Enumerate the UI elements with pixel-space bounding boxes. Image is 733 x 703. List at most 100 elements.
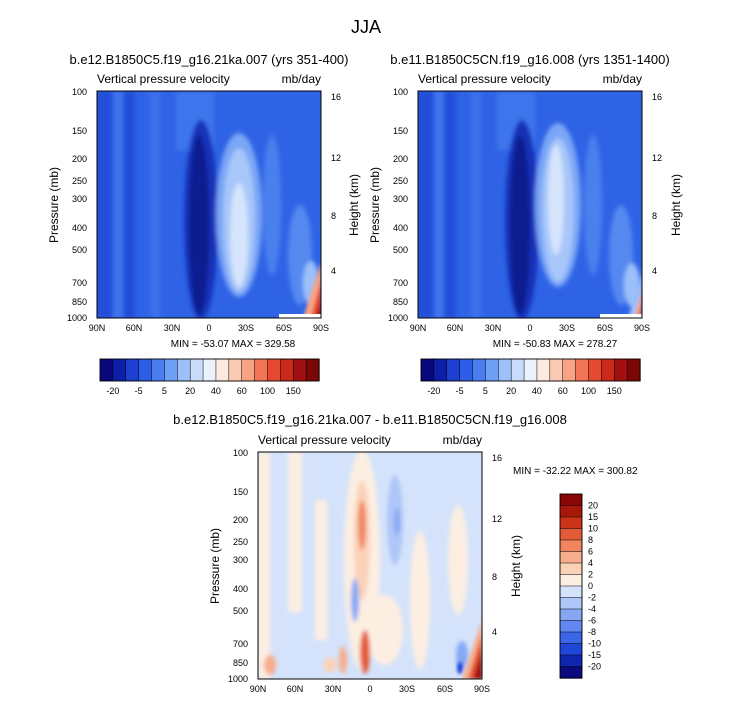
panel-3-y-tick: 100 [233,448,248,458]
panel-1-title: b.e12.B1850C5.f19_g16.21ka.007 (yrs 351-… [70,52,349,67]
panel-1-y-tick: 300 [72,194,87,204]
panel-1-x-tick: 60S [276,323,292,333]
colorbar-label: 10 [588,524,598,534]
colorbar-box [228,358,243,382]
panel-2-y-tick: 1000 [388,313,408,323]
panel-1-y-tick: 200 [72,154,87,164]
panel-2-colorbar: -20 -5 5 20 40 60 100 150 [420,358,641,396]
panel-2-y-tick: 100 [393,87,408,97]
colorbar-box [559,528,583,541]
colorbar-box [498,358,512,382]
panel-1-x-tick: 90N [89,323,106,333]
colorbar-box [613,358,628,382]
colorbar-label: 20 [588,501,598,511]
colorbar-box [559,620,583,633]
colorbar-box [459,358,474,382]
colorbar-label: 20 [506,386,516,396]
colorbar-frame [559,493,583,679]
panel-1-y-tick: 1000 [67,313,87,323]
panel-1-frame [96,90,322,319]
panel-1-y-tick: 250 [72,176,87,186]
colorbar-box [472,358,487,382]
colorbar-box [559,631,583,645]
colorbar-box [151,358,166,382]
colorbar-box [485,358,499,382]
panel-1-x-tick: 0 [206,323,211,333]
panel-3-title: b.e12.B1850C5.f19_g16.21ka.007 - b.e11.B… [173,412,567,427]
panel-1-x-tick: 90S [313,323,329,333]
panel-1-y-tick: 850 [72,297,87,307]
panel-2-stats: MIN = -50.83 MAX = 278.27 [493,339,618,350]
panel-2-y-tick: 700 [393,278,408,288]
panel-3-plot-field [258,452,482,679]
colorbar-box [626,358,641,382]
panel-3-y-right-tick: 4 [492,627,497,637]
colorbar-box [433,358,448,382]
panel-3-x-tick: 60N [287,684,304,694]
panel-1-y-right-tick: 8 [331,211,336,221]
colorbar-label: 60 [558,386,568,396]
panel-2-y-right-tick: 4 [652,266,657,276]
panel-1-x-ticks: 90N 60N 30N 0 30S 60S 90S [89,323,329,333]
colorbar-label: 60 [237,386,247,396]
colorbar-label: -20 [427,386,440,396]
panel-2-ylabel-right: Height (km) [669,174,683,236]
panel-1-y-tick: 400 [72,223,87,233]
colorbar-label: 40 [532,386,542,396]
panel-1-y-tick: 100 [72,87,87,97]
colorbar-box [559,539,583,553]
colorbar-box [559,551,583,564]
colorbar-box [601,358,615,382]
panel-2-frame [417,90,643,319]
panel-2-plot-field [418,91,642,318]
panel-1-x-tick: 60N [126,323,143,333]
panel-3-subtitle-left: Vertical pressure velocity [258,433,391,447]
panel-2-y-right-tick: 16 [652,92,662,102]
panel-2-x-tick: 60N [447,323,464,333]
colorbar-box [559,562,583,576]
panel-3-y-tick: 400 [233,584,248,594]
panel-1-subtitle-left: Vertical pressure velocity [97,72,230,86]
panel-3-x-ticks: 90N 60N 30N 0 30S 60S 90S [250,684,490,694]
colorbar-box [559,608,583,622]
colorbar-box [559,574,583,587]
colorbar-box [177,358,191,382]
colorbar-box [280,358,294,382]
colorbar-box [559,666,583,679]
panel-3-y-tick: 300 [233,555,248,565]
colorbar-label: -10 [588,639,601,649]
colorbar-label: -2 [588,593,596,603]
panel-2-y-tick: 200 [393,154,408,164]
colorbar-box [559,643,583,656]
panel-1-colorbar: -20 -5 5 20 40 60 100 150 [99,358,320,396]
colorbar-label: 20 [185,386,195,396]
colorbar-label: -6 [588,616,596,626]
colorbar-box [202,358,217,382]
colorbar-label: -15 [588,650,601,660]
panel-3-y-right-ticks: 16 12 8 4 [492,453,502,637]
panel-1-y-tick: 150 [72,126,87,136]
panel-2-y-right-ticks: 16 12 8 4 [652,92,662,276]
panel-3-x-tick: 60S [437,684,453,694]
panel-1-y-tick: 500 [72,245,87,255]
panel-2-y-ticks: 100 150 200 250 300 400 500 700 850 1000 [388,87,408,323]
colorbar-label: 5 [483,386,488,396]
panel-3-y-tick: 150 [233,487,248,497]
colorbar-label: 0 [588,581,593,591]
colorbar-label: 100 [581,386,596,396]
panel-3-y-right-tick: 12 [492,514,502,524]
panel-3-x-tick: 30N [325,684,342,694]
colorbar-label: 6 [588,547,593,557]
panel-3-y-right-tick: 16 [492,453,502,463]
panel-3-y-tick: 200 [233,515,248,525]
panel-1-y-right-tick: 4 [331,266,336,276]
panel-3-stats: MIN = -32.22 MAX = 300.82 [513,466,638,477]
colorbar-box [559,585,583,599]
colorbar-label: -4 [588,604,596,614]
colorbar-box [99,358,114,382]
panel-1-plot-field [97,91,321,318]
panel-3-ylabel-right: Height (km) [509,535,523,597]
panel-2-x-tick: 30N [485,323,502,333]
colorbar-box [559,493,583,507]
colorbar-label: 2 [588,570,593,580]
